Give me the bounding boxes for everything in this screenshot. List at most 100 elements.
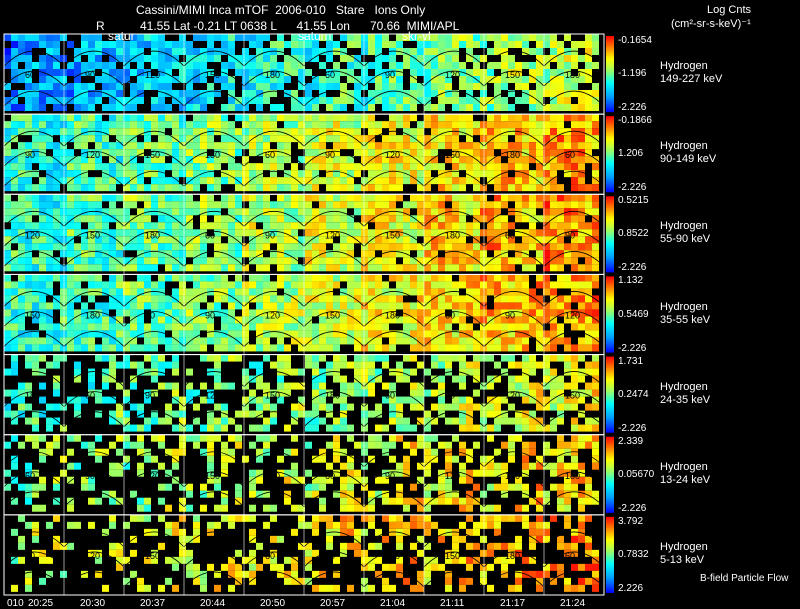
contour-label: 180 <box>85 311 100 321</box>
x-axis-date-label: 010 <box>7 598 24 609</box>
contour-label: 150 <box>265 391 280 401</box>
overlay-label-saturn: saturn <box>298 29 332 43</box>
contour-label: 90 <box>85 70 95 80</box>
x-tick-label: 21:24 <box>560 598 586 609</box>
colorbar-max-label: -0.1866 <box>618 115 652 127</box>
x-tick-label: 21:04 <box>380 598 406 609</box>
colorbar-mid-label: 0.7832 <box>618 548 649 560</box>
contour-label: 180 <box>505 551 520 561</box>
units-label: (cm²-sr-s-keV)⁻¹ <box>671 18 751 30</box>
contours-panel-6: 60 90 120 150 180 60 90 120 150 180 <box>4 451 604 508</box>
contour-label: 90 <box>325 551 335 561</box>
overlay-label-satur: satur <box>108 29 135 43</box>
contour-label: 150 <box>325 311 340 321</box>
contour-label: 90 <box>385 471 395 481</box>
contour-label: 60 <box>265 150 275 160</box>
colorbar-min-label: -2.226 <box>618 422 647 434</box>
contours-panel-7: 90 120 150 180 60 90 120 150 180 60 <box>4 531 604 588</box>
panel-species-label: Hydrogen <box>660 300 708 313</box>
colorbar-max-label: 0.5215 <box>618 195 649 207</box>
colorbar-max-label: -0.1654 <box>618 35 652 46</box>
contour-label: 180 <box>265 70 280 80</box>
contour-label: 180 <box>205 551 220 561</box>
contour-label: 90 <box>385 70 395 80</box>
contour-label: 150 <box>565 391 580 401</box>
colorbar-panel-7 <box>606 516 614 593</box>
contours-panel-5: 180 60 90 120 150 180 60 90 120 150 <box>4 371 604 427</box>
contour-label: 120 <box>85 551 100 561</box>
x-tick-label: 20:25 <box>28 598 54 609</box>
colorbar-max-label: 3.792 <box>618 515 644 527</box>
contour-label: 60 <box>25 70 35 80</box>
colorbar-mid-label: -1.196 <box>618 68 647 80</box>
contour-label: 60 <box>445 311 455 321</box>
contour-label: 150 <box>25 311 40 321</box>
x-tick-label: 20:37 <box>140 598 166 609</box>
contour-label: 60 <box>325 471 335 481</box>
colorbar-mid-label: 0.5469 <box>618 308 649 320</box>
colorbar-min-label: -2.226 <box>618 342 647 354</box>
colorbar-min-label: -2.226 <box>618 262 647 274</box>
contour-label: 90 <box>565 230 575 240</box>
heatmap-cells-panel-5 <box>4 354 599 432</box>
contour-label: 120 <box>385 551 400 561</box>
contour-label: 90 <box>505 311 515 321</box>
x-tick-label: 20:50 <box>260 598 286 609</box>
contours-panel-1: 60 90 120 150 180 60 90 120 150 180 <box>4 50 604 107</box>
contour-label: 120 <box>325 230 340 240</box>
panel-energy-label: 5-13 keV <box>660 553 705 566</box>
contour-label: 90 <box>325 150 335 160</box>
contours-panel-3: 120 150 180 60 90 120 150 180 60 90 <box>4 211 604 267</box>
x-tick-label: 21:11 <box>440 598 465 609</box>
contour-label: 180 <box>205 150 220 160</box>
ephemeris-r-label: R <box>96 19 105 33</box>
contour-label: 150 <box>145 150 160 160</box>
colorbar-panel-2 <box>606 116 614 193</box>
flow-label: B-field Particle Flow <box>700 573 789 584</box>
contour-label: 180 <box>505 150 520 160</box>
contour-label: 180 <box>445 230 460 240</box>
contour-label: 150 <box>205 70 220 80</box>
contour-label: 90 <box>85 471 95 481</box>
colorbar-max-label: 1.132 <box>618 275 644 287</box>
x-tick-label: 20:44 <box>200 598 226 609</box>
contour-label: 150 <box>445 551 460 561</box>
contour-label: 60 <box>265 551 275 561</box>
contour-label: 180 <box>565 70 580 80</box>
panel-energy-label: 55-90 keV <box>660 233 711 246</box>
heatmap-cells-panel-2 <box>4 114 599 192</box>
contour-label: 150 <box>505 70 520 80</box>
contour-label: 90 <box>205 311 215 321</box>
heatmap-cells-panel-3 <box>4 194 599 272</box>
contour-label: 150 <box>205 471 220 481</box>
contour-label: 120 <box>25 230 40 240</box>
contour-label: 180 <box>565 471 580 481</box>
ephemeris-values: 41.55 Lat -0.21 LT 0638 L 41.55 Lon 70.6… <box>140 19 460 33</box>
overlay-label-skr: skr-vl <box>402 29 431 43</box>
contour-label: 60 <box>85 391 95 401</box>
x-tick-label: 20:30 <box>80 598 106 609</box>
contour-label: 120 <box>385 150 400 160</box>
contour-label: 180 <box>25 391 40 401</box>
colorbar-min-label: -2.226 <box>618 502 647 514</box>
contour-label: 60 <box>325 70 335 80</box>
contour-label: 120 <box>445 70 460 80</box>
colorbar-mid-label: 0.8522 <box>618 228 649 240</box>
chart-title: Cassini/MIMI Inca mTOF 2006-010 Stare Io… <box>136 3 426 17</box>
contours-panel-4: 150 180 60 90 120 150 180 60 90 120 <box>4 291 604 347</box>
contour-label: 90 <box>25 150 35 160</box>
contour-label: 120 <box>145 70 160 80</box>
colorbar-panel-3 <box>606 196 614 273</box>
colorbar-min-label: -2.226 <box>618 182 647 194</box>
colorbar-min-label: -2.226 <box>618 102 647 114</box>
colorbar-panel-6 <box>606 436 614 513</box>
contour-label: 180 <box>145 230 160 240</box>
contour-label: 60 <box>25 471 35 481</box>
contour-label: 60 <box>565 551 575 561</box>
contour-label: 60 <box>385 391 395 401</box>
panel-species-label: Hydrogen <box>660 380 708 393</box>
contour-label: 150 <box>445 150 460 160</box>
colorbar-mid-label: 0.05670 <box>618 468 655 480</box>
colorbar-max-label: 1.731 <box>618 355 644 367</box>
contour-label: 90 <box>25 551 35 561</box>
